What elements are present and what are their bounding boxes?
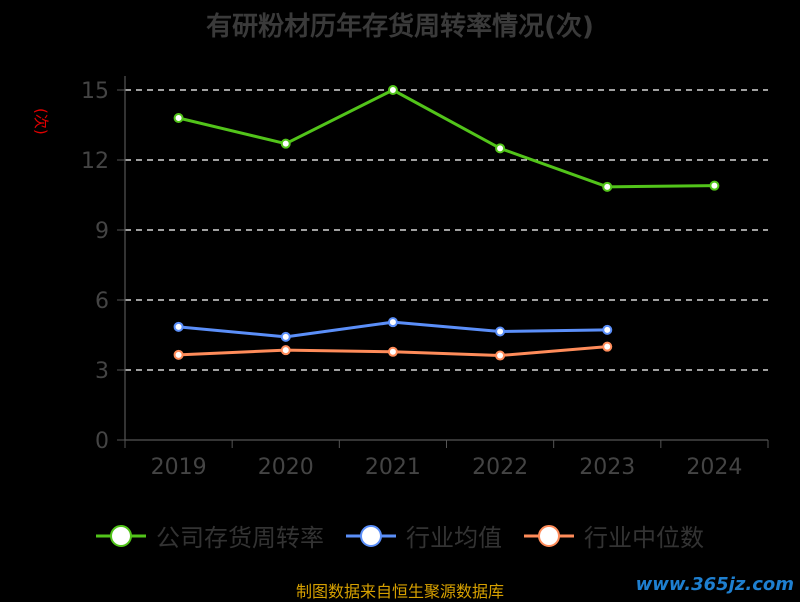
series-points bbox=[173, 85, 720, 361]
y-tick-label: 0 bbox=[95, 429, 109, 454]
data-point bbox=[280, 138, 291, 149]
data-point bbox=[602, 341, 613, 352]
legend-marker-icon bbox=[96, 524, 146, 547]
data-point bbox=[280, 345, 291, 356]
legend-item[interactable]: 行业均值 bbox=[346, 518, 502, 553]
legend-marker-icon bbox=[524, 524, 574, 547]
chart-title: 有研粉材历年存货周转率情况(次) bbox=[206, 12, 594, 42]
x-tick-label: 2023 bbox=[579, 455, 635, 480]
x-tick-label: 2024 bbox=[686, 455, 742, 480]
data-point bbox=[709, 180, 720, 191]
legend-item[interactable]: 公司存货周转率 bbox=[96, 518, 324, 553]
data-point bbox=[280, 331, 291, 342]
legend-marker-icon bbox=[346, 524, 396, 547]
legend-circle bbox=[538, 524, 560, 547]
legend-item[interactable]: 行业中位数 bbox=[524, 518, 704, 553]
data-point bbox=[387, 317, 398, 328]
x-tick-label: 2020 bbox=[258, 455, 314, 480]
axes bbox=[117, 76, 769, 448]
series-line-0 bbox=[178, 88, 715, 189]
legend-label: 行业中位数 bbox=[584, 524, 704, 552]
watermark: www.365jz.com bbox=[635, 574, 794, 595]
x-tick-label: 2021 bbox=[365, 455, 421, 480]
data-point bbox=[602, 181, 613, 192]
y-tick-label: 9 bbox=[95, 219, 109, 244]
y-tick-label: 3 bbox=[95, 359, 109, 384]
legend-circle bbox=[360, 524, 382, 547]
data-source-note: 制图数据来自恒生聚源数据库 bbox=[295, 582, 504, 601]
data-point bbox=[173, 321, 184, 332]
data-point bbox=[495, 326, 506, 337]
grid-lines bbox=[125, 89, 768, 371]
legend-label: 公司存货周转率 bbox=[156, 524, 324, 552]
data-point bbox=[173, 349, 184, 360]
legend-circle bbox=[110, 524, 132, 547]
x-tick-label: 2022 bbox=[472, 455, 528, 480]
data-point bbox=[602, 324, 613, 335]
y-tick-label: 12 bbox=[81, 149, 109, 174]
series-lines bbox=[178, 88, 715, 358]
y-tick-label: 6 bbox=[95, 289, 109, 314]
tick-labels: 0 3 6 9 12 15 2019 2020 2021 2022 2023 2024 bbox=[81, 79, 742, 480]
data-point bbox=[495, 143, 506, 154]
y-tick-label: 15 bbox=[81, 79, 109, 104]
legend: 公司存货周转率 行业均值 行业中位数 bbox=[0, 518, 800, 553]
data-point bbox=[173, 113, 184, 123]
data-point bbox=[387, 346, 398, 357]
legend-label: 行业均值 bbox=[406, 524, 502, 552]
data-point bbox=[495, 350, 506, 361]
x-tick-label: 2019 bbox=[151, 455, 207, 480]
data-point bbox=[387, 85, 398, 95]
